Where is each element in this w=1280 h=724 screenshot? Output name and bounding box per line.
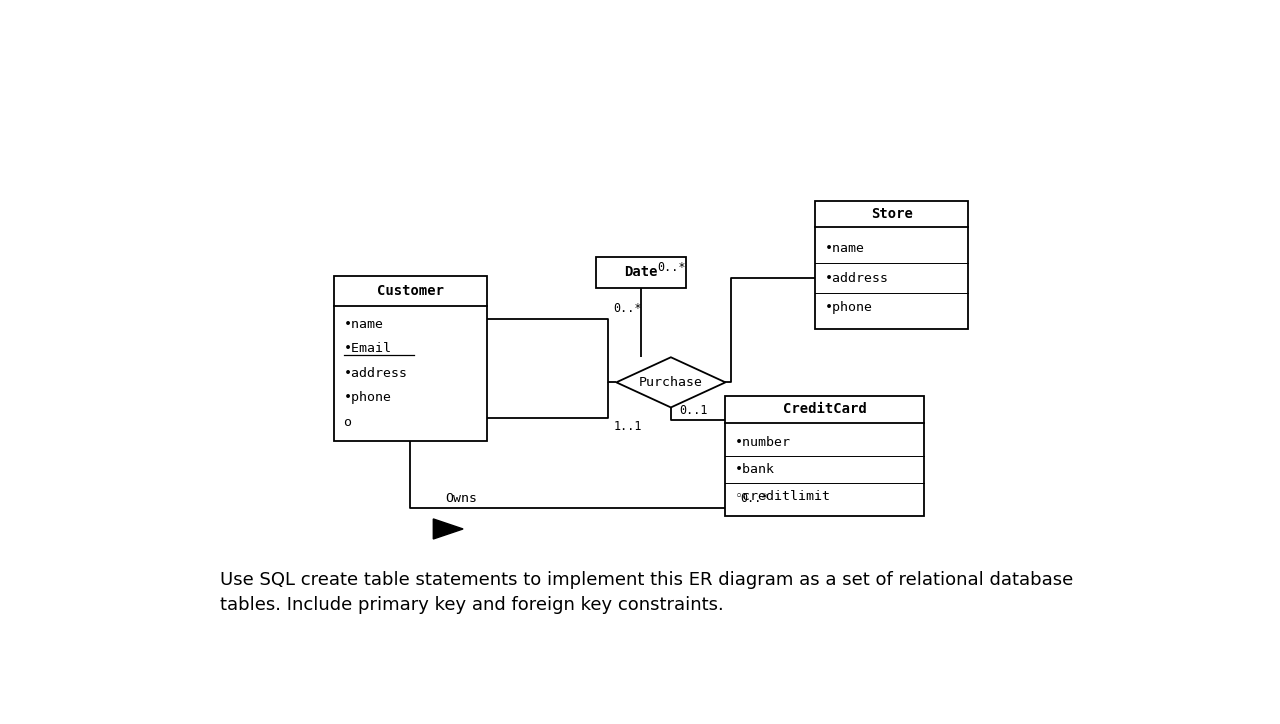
Bar [815, 201, 969, 329]
Text: o: o [343, 416, 352, 429]
Text: Customer: Customer [378, 285, 444, 298]
Text: 0..*: 0..* [613, 302, 641, 315]
Text: •address: •address [343, 367, 407, 380]
Bar [334, 277, 488, 441]
Text: •number: •number [735, 436, 791, 449]
Polygon shape [617, 357, 726, 408]
Text: •address: •address [824, 272, 888, 285]
Text: Date: Date [625, 265, 658, 279]
Text: Owns: Owns [445, 492, 477, 505]
Text: 0..1: 0..1 [678, 405, 708, 418]
Text: Purchase: Purchase [639, 376, 703, 389]
Polygon shape [434, 519, 463, 539]
Text: 0..*: 0..* [740, 492, 769, 505]
Text: 0..*: 0..* [657, 261, 686, 274]
Text: Use SQL create table statements to implement this ER diagram as a set of relatio: Use SQL create table statements to imple… [220, 571, 1073, 589]
Text: ◦creditlimit: ◦creditlimit [735, 489, 832, 502]
Text: tables. Include primary key and foreign key constraints.: tables. Include primary key and foreign … [220, 596, 723, 614]
Bar [726, 396, 924, 516]
Text: •name: •name [343, 318, 384, 331]
Text: CreditCard: CreditCard [783, 403, 867, 416]
Text: Store: Store [870, 207, 913, 221]
Text: •bank: •bank [735, 463, 776, 476]
Text: •Email: •Email [343, 342, 392, 355]
Text: •phone: •phone [824, 301, 873, 314]
Bar [596, 257, 686, 287]
Text: •phone: •phone [343, 392, 392, 405]
Text: 1..1: 1..1 [613, 419, 641, 432]
Text: •name: •name [824, 243, 865, 256]
